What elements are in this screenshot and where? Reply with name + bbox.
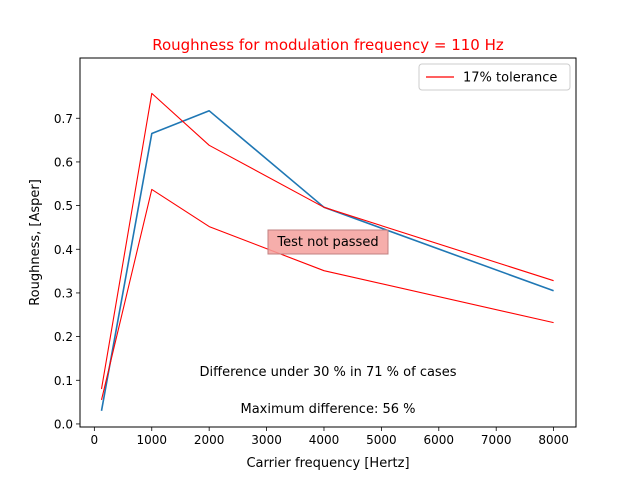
y-axis-ticks: 0.0 0.1 0.2 0.3 0.4 0.5 0.6 0.7 [54,112,80,431]
legend-label-tolerance: 17% tolerance [463,71,557,86]
x-tick-label: 2000 [194,433,225,447]
y-tick-label: 0.2 [54,330,73,344]
x-tick-label: 8000 [538,433,569,447]
y-tick-label: 0.6 [54,155,73,169]
y-axis-label: Roughness, [Asper] [28,179,43,306]
y-tick-label: 0.0 [54,417,73,431]
x-tick-label: 5000 [366,433,397,447]
tolerance-lower-line [100,188,554,401]
legend-box [418,63,571,91]
y-tick-label: 0.1 [54,374,73,388]
y-tick-label: 0.3 [54,286,73,300]
chart-title: Roughness for modulation frequency = 110… [152,36,504,54]
x-tick-label: 0 [91,433,99,447]
x-axis-label: Carrier frequency [Hertz] [246,456,409,471]
tolerance-upper-line [100,92,554,390]
x-tick-label: 7000 [481,433,512,447]
x-axis-ticks: 0 1000 2000 3000 4000 5000 6000 7000 8000 [91,427,569,447]
measured-line [100,110,554,411]
x-tick-label: 6000 [424,433,455,447]
series-lines [100,92,554,411]
y-tick-label: 0.7 [54,112,73,126]
x-tick-label: 4000 [309,433,340,447]
status-annotation: Test not passed [267,229,389,255]
plot-frame [79,57,577,428]
status-text: Test not passed [276,235,378,250]
difference-text: Difference under 30 % in 71 % of cases [200,365,457,380]
status-box [267,229,389,255]
x-tick-label: 1000 [136,433,167,447]
legend: 17% tolerance [418,63,571,91]
max-difference-text: Maximum difference: 56 % [241,402,416,417]
y-tick-label: 0.5 [54,199,73,213]
x-tick-label: 3000 [251,433,282,447]
y-tick-label: 0.4 [54,243,73,257]
